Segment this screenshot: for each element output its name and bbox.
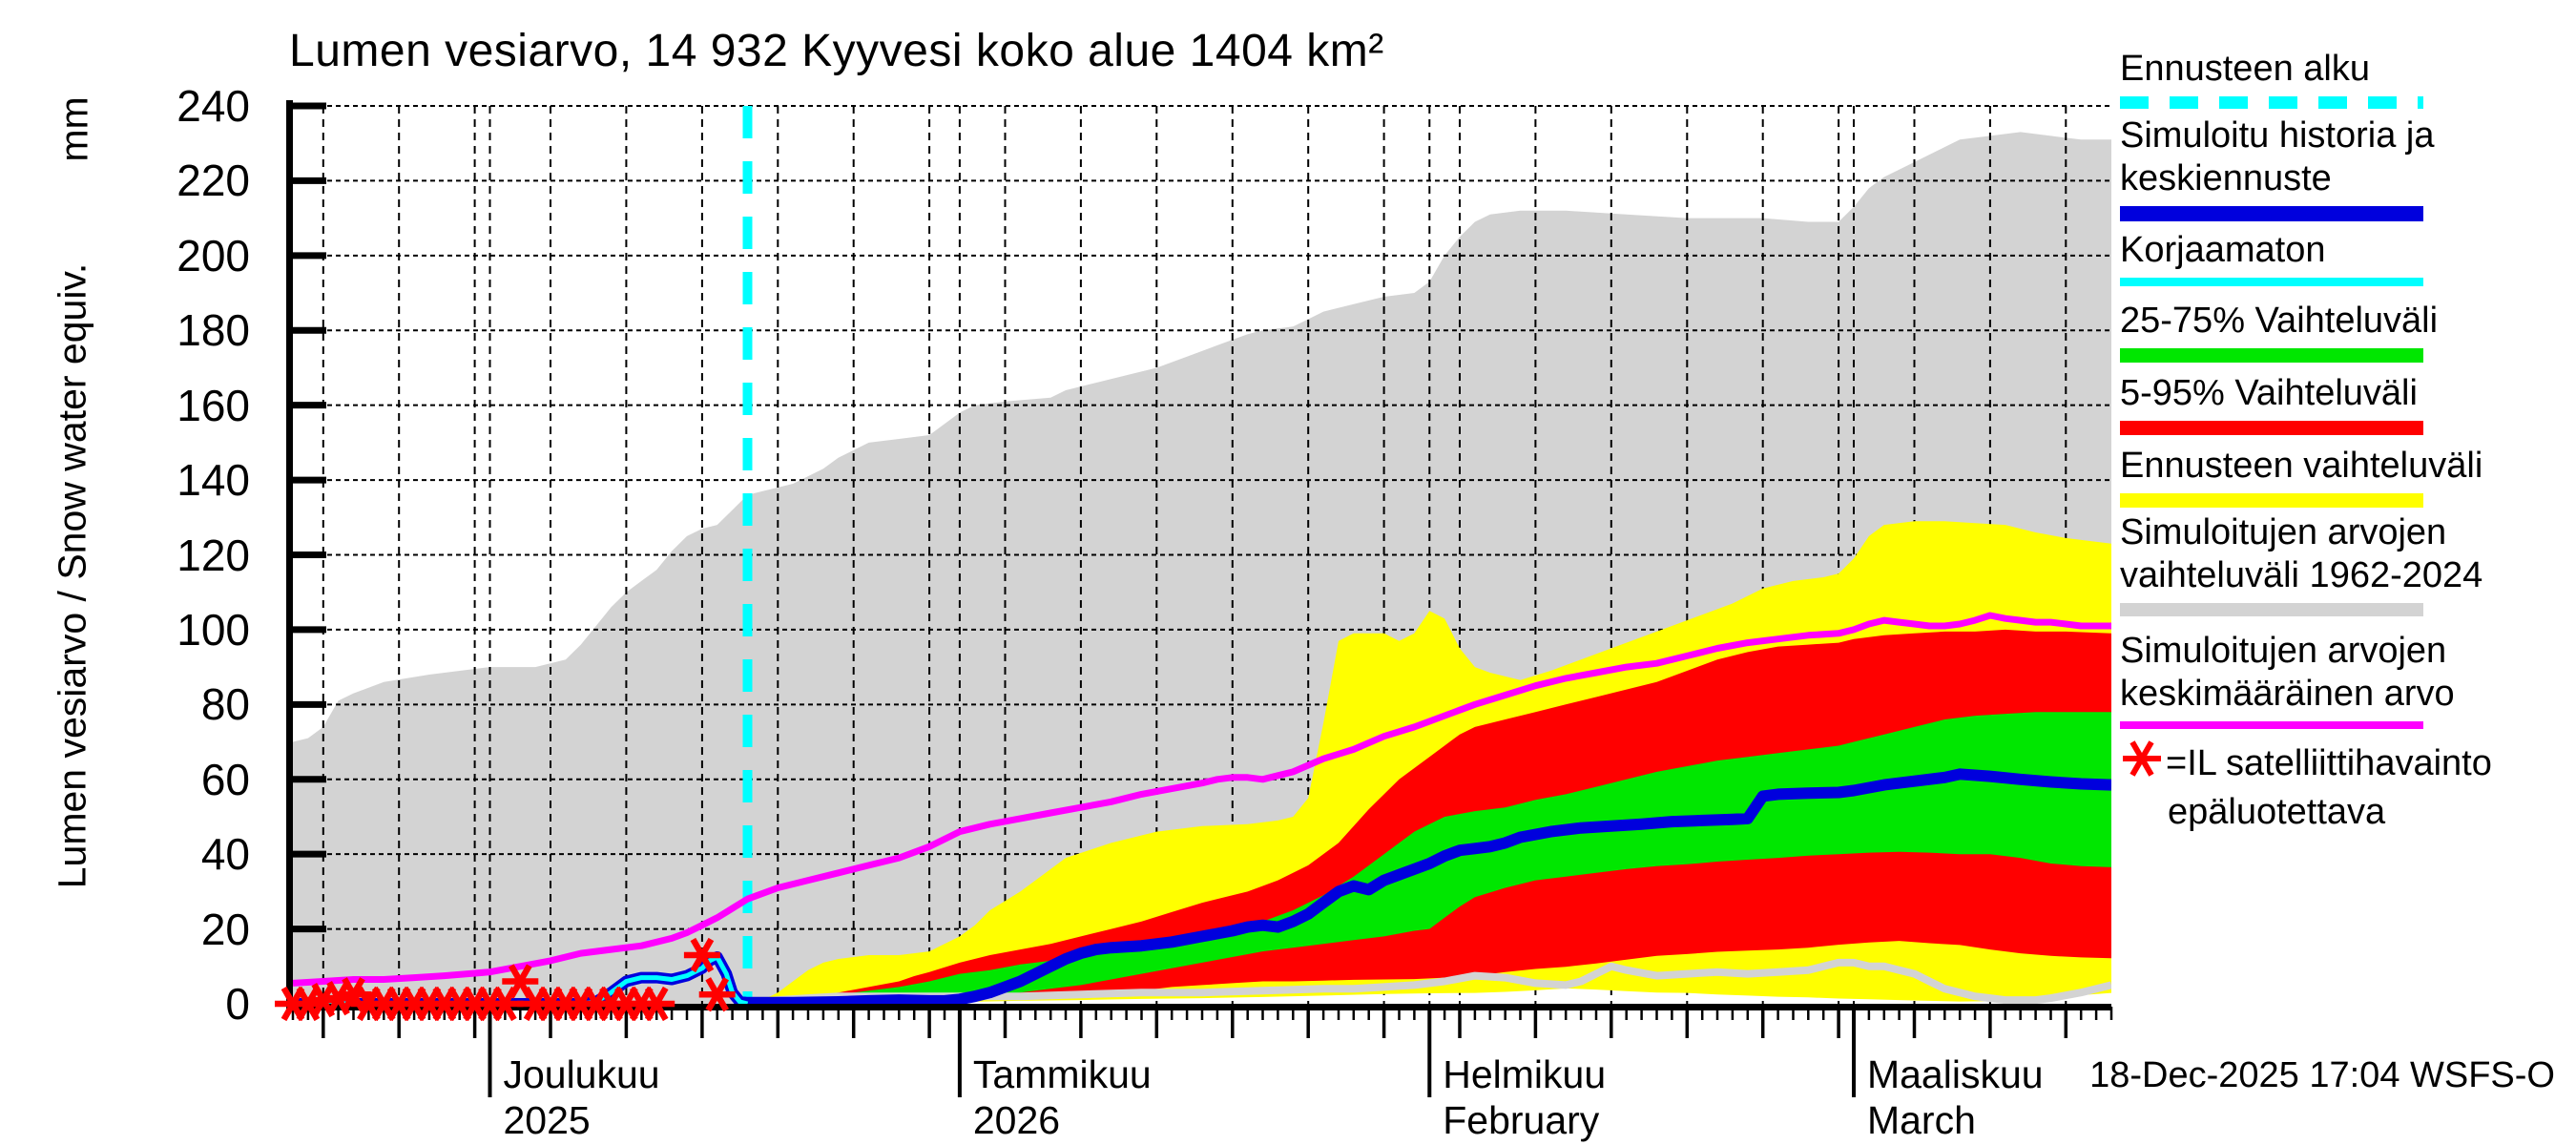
y-tick-label: 80 <box>200 679 250 730</box>
legend-label: 5-95% Vaihteluväli <box>2120 373 2418 413</box>
y-tick-label: 20 <box>200 904 250 954</box>
y-tick-label: 60 <box>200 754 250 804</box>
legend-label: Ennusteen vaihteluväli <box>2120 446 2483 486</box>
legend-uncorrected: Korjaamaton <box>2120 229 2568 286</box>
y-tick-label: 240 <box>177 81 250 131</box>
mean-line-icon <box>2120 721 2423 729</box>
y-tick-label: 40 <box>200 829 250 880</box>
legend-label: epäluotettava <box>2168 792 2386 832</box>
y-tick-label: 0 <box>225 979 250 1029</box>
red-asterisk-icon <box>2120 737 2164 791</box>
forecast-start-line-icon <box>2120 96 2423 109</box>
legend-forecast-start: Ennusteen alku <box>2120 48 2568 109</box>
legend-label: keskiennuste <box>2120 158 2332 198</box>
band-25-75-icon <box>2120 348 2423 363</box>
timestamp: 18-Dec-2025 17:04 WSFS-O <box>2089 1055 2555 1095</box>
y-tick-label: 200 <box>177 230 250 281</box>
legend-simulated-mean: Simuloitujen arvojen keskimääräinen arvo <box>2120 630 2568 729</box>
uncorrected-line <box>293 954 749 1007</box>
x-month-label: Maaliskuu March <box>1866 1052 2044 1142</box>
y-tick-label: 160 <box>177 380 250 430</box>
legend-satellite-obs: =IL satelliittihavainto epäluotettava <box>2120 737 2568 834</box>
legend-label: 25-75% Vaihteluväli <box>2120 301 2439 341</box>
history-range-icon <box>2120 603 2423 616</box>
band-5-95 <box>747 629 2111 1004</box>
legend-label: Simuloitu historia ja <box>2120 115 2435 156</box>
y-tick-label: 220 <box>177 156 250 206</box>
legend-forecast-range: Ennusteen vaihteluväli <box>2120 445 2568 508</box>
history-range-lower-line <box>747 958 2111 1008</box>
x-month-label: Joulukuu 2025 <box>503 1052 660 1142</box>
uncorrected-line-icon <box>2120 278 2423 286</box>
y-tick-label: 100 <box>177 604 250 655</box>
legend-label: Korjaamaton <box>2120 230 2326 270</box>
forecast-range-icon <box>2120 493 2423 508</box>
legend-label: =IL satelliittihavainto <box>2120 737 2568 791</box>
legend-25-75: 25-75% Vaihteluväli <box>2120 300 2568 363</box>
simulated-mean-line <box>293 612 2111 987</box>
x-month-label: Helmikuu February <box>1443 1052 1607 1142</box>
y-tick-label: 140 <box>177 455 250 506</box>
legend-history-range: Simuloitujen arvojen vaihteluväli 1962-2… <box>2120 511 2568 616</box>
legend-label: Simuloitujen arvojen <box>2120 512 2447 552</box>
chart-title: Lumen vesiarvo, 14 932 Kyyvesi koko alue… <box>289 26 1384 76</box>
legend-label: keskimääräinen arvo <box>2120 674 2455 714</box>
legend-label: Ennusteen alku <box>2120 49 2370 89</box>
legend-label: Simuloitujen arvojen <box>2120 631 2447 671</box>
legend-5-95: 5-95% Vaihteluväli <box>2120 372 2568 435</box>
legend-simulated-history: Simuloitu historia ja keskiennuste <box>2120 114 2568 221</box>
x-month-label: Tammikuu 2026 <box>972 1052 1152 1142</box>
y-tick-label: 180 <box>177 305 250 356</box>
median-line-icon <box>2120 206 2423 221</box>
legend-label: vaihteluväli 1962-2024 <box>2120 555 2483 595</box>
band-5-95-icon <box>2120 421 2423 435</box>
y-tick-label: 120 <box>177 530 250 580</box>
